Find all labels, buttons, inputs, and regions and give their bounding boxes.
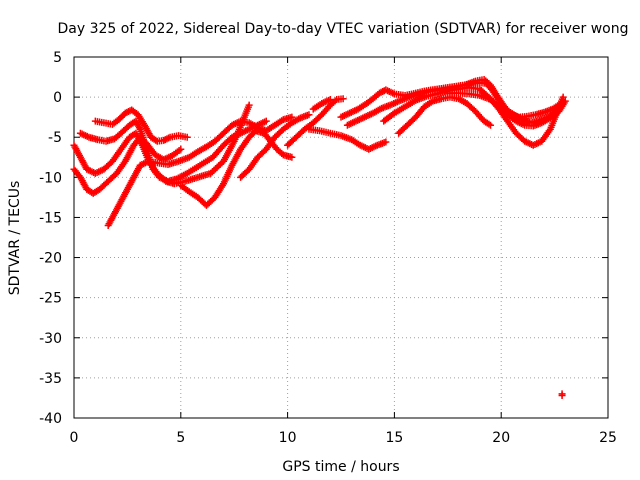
y-tick-label: -40 bbox=[39, 411, 62, 427]
axis-ticks bbox=[73, 56, 609, 419]
data-point-marker bbox=[177, 145, 185, 153]
data-point-marker bbox=[558, 390, 566, 398]
data-point-marker bbox=[288, 153, 296, 161]
y-tick-label: -10 bbox=[39, 170, 62, 186]
y-tick-label: -25 bbox=[39, 291, 62, 307]
chart-title: Day 325 of 2022, Sidereal Day-to-day VTE… bbox=[58, 21, 629, 37]
data-point-marker bbox=[487, 121, 495, 129]
x-tick-label: 0 bbox=[70, 430, 79, 446]
y-tick-label: -5 bbox=[48, 130, 62, 146]
data-point-marker bbox=[339, 95, 347, 103]
data-point-marker bbox=[262, 117, 270, 125]
y-axis-label: SDTVAR / TECUs bbox=[7, 181, 23, 296]
y-tick-label: -35 bbox=[39, 371, 62, 387]
y-tick-label: 5 bbox=[53, 50, 62, 66]
x-tick-label: 15 bbox=[385, 430, 403, 446]
x-tick-label: 25 bbox=[599, 430, 617, 446]
data-point-marker bbox=[559, 93, 567, 101]
data-point-marker bbox=[326, 96, 334, 104]
plot-frame bbox=[73, 56, 609, 419]
tick-labels: 0 5 10 15 20 25 5 0 -5 -10 -15 -20 -25 -30 -35 -40 bbox=[39, 50, 617, 446]
y-tick-label: 0 bbox=[53, 90, 62, 106]
x-tick-label: 20 bbox=[492, 430, 510, 446]
x-tick-label: 5 bbox=[176, 430, 185, 446]
data-points bbox=[70, 75, 569, 400]
data-point-marker bbox=[245, 101, 253, 109]
data-point-marker bbox=[305, 111, 313, 119]
x-axis-label: GPS time / hours bbox=[282, 459, 399, 475]
y-tick-label: -20 bbox=[39, 251, 62, 267]
y-tick-label: -30 bbox=[39, 331, 62, 347]
x-tick-label: 10 bbox=[279, 430, 297, 446]
data-point-marker bbox=[561, 97, 569, 105]
y-tick-label: -15 bbox=[39, 210, 62, 226]
data-point-marker bbox=[183, 133, 191, 141]
data-point-marker bbox=[382, 138, 390, 146]
